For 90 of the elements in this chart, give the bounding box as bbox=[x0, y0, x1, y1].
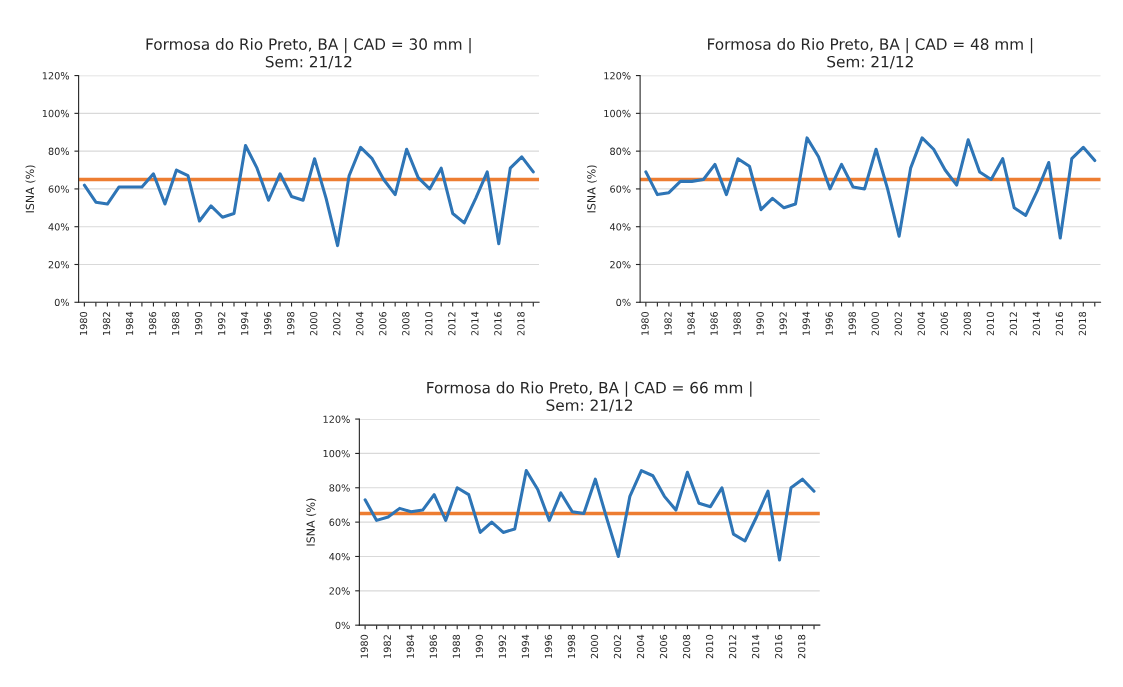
y-tick-label: 0% bbox=[335, 621, 350, 629]
chart-title: Formosa do Rio Preto, BA | CAD = 48 mm | Sem: 21/12 bbox=[708, 38, 1033, 69]
x-tick-label: 1986 bbox=[429, 634, 437, 658]
x-tick-label: 2000 bbox=[871, 311, 879, 336]
x-tick-label: 1982 bbox=[383, 635, 391, 658]
x-tick-label: 2008 bbox=[963, 311, 971, 336]
x-tick-label: 2004 bbox=[917, 311, 925, 336]
x-tick-label: 1996 bbox=[825, 311, 833, 335]
y-tick-label: 40% bbox=[329, 552, 350, 561]
y-tick-label: 80% bbox=[610, 147, 631, 155]
x-tick-label: 1982 bbox=[664, 312, 672, 335]
x-tick-label: 2018 bbox=[797, 634, 806, 659]
y-tick-label: 40% bbox=[48, 223, 70, 231]
x-tick-label: 2016 bbox=[774, 634, 783, 659]
x-tick-label: 2014 bbox=[1032, 311, 1041, 336]
x-tick-label: 1998 bbox=[567, 634, 576, 658]
x-tick-label: 1992 bbox=[217, 312, 226, 335]
y-tick-label: 0% bbox=[616, 298, 631, 307]
x-tick-label: 2010 bbox=[425, 311, 433, 336]
chart-title: Formosa do Rio Preto, BA | CAD = 30 mm | Sem: 21/12 bbox=[146, 38, 471, 69]
x-tick-label: 1994 bbox=[240, 311, 249, 335]
x-tick-label: 1992 bbox=[498, 635, 507, 658]
x-tick-label: 2002 bbox=[613, 635, 622, 659]
y-tick-label: 60% bbox=[329, 518, 350, 526]
x-tick-label: 2008 bbox=[682, 634, 691, 659]
x-tick-label: 1980 bbox=[360, 634, 368, 658]
x-tick-label: 1982 bbox=[102, 312, 111, 335]
y-tick-label: 100% bbox=[323, 449, 350, 458]
y-tick-label: 100% bbox=[604, 109, 631, 118]
y-tick-label: 80% bbox=[48, 147, 70, 155]
x-tick-label: 1980 bbox=[641, 311, 649, 335]
y-tick-label: 40% bbox=[609, 223, 631, 231]
y-tick-label: 120% bbox=[604, 72, 631, 80]
x-tick-label: 2018 bbox=[517, 311, 525, 336]
y-tick-label: 120% bbox=[323, 415, 350, 423]
x-tick-label: 1984 bbox=[125, 311, 134, 335]
x-tick-label: 1988 bbox=[171, 311, 180, 335]
x-tick-label: 2006 bbox=[379, 311, 387, 336]
y-tick-label: 20% bbox=[329, 587, 350, 595]
y-tick-label: 120% bbox=[42, 72, 70, 80]
x-tick-label: 2014 bbox=[471, 311, 479, 336]
x-tick-label: 2012 bbox=[1009, 312, 1018, 336]
x-tick-label: 2016 bbox=[1055, 311, 1064, 336]
y-tick-label: 60% bbox=[48, 185, 70, 193]
y-axis-title: ISNA (%) bbox=[25, 165, 36, 213]
x-tick-label: 2018 bbox=[1078, 311, 1087, 336]
x-tick-label: 1994 bbox=[521, 634, 530, 658]
x-tick-label: 2002 bbox=[894, 312, 902, 336]
y-tick-label: 80% bbox=[329, 484, 350, 492]
x-tick-label: 2006 bbox=[940, 311, 948, 336]
x-tick-label: 2012 bbox=[448, 312, 456, 336]
x-tick-label: 2002 bbox=[333, 312, 341, 336]
x-tick-label: 1984 bbox=[406, 634, 414, 658]
x-tick-label: 1988 bbox=[733, 311, 741, 335]
x-tick-label: 1998 bbox=[848, 311, 856, 335]
x-tick-label: 2010 bbox=[986, 311, 995, 336]
x-tick-label: 1990 bbox=[194, 311, 203, 335]
x-tick-label: 1984 bbox=[687, 311, 695, 335]
x-tick-label: 2004 bbox=[636, 634, 645, 659]
x-tick-label: 1996 bbox=[264, 311, 272, 335]
y-axis-title: ISNA (%) bbox=[586, 165, 597, 213]
x-tick-label: 1994 bbox=[802, 311, 810, 335]
y-tick-label: 100% bbox=[42, 109, 70, 118]
x-tick-label: 1990 bbox=[756, 311, 764, 335]
x-tick-label: 2008 bbox=[402, 311, 410, 336]
y-tick-label: 20% bbox=[610, 260, 631, 269]
x-tick-label: 2010 bbox=[705, 634, 714, 659]
line-series bbox=[82, 143, 535, 248]
x-tick-label: 1992 bbox=[779, 312, 787, 335]
x-tick-label: 1986 bbox=[710, 311, 718, 335]
x-tick-label: 2014 bbox=[751, 634, 760, 659]
x-tick-label: 1980 bbox=[79, 311, 88, 335]
x-tick-label: 1986 bbox=[148, 311, 157, 335]
y-axis-title: ISNA (%) bbox=[306, 498, 317, 546]
x-tick-label: 1998 bbox=[287, 311, 295, 335]
x-tick-label: 2004 bbox=[356, 311, 364, 336]
x-tick-label: 1988 bbox=[452, 634, 461, 658]
y-tick-label: 20% bbox=[48, 260, 70, 269]
x-tick-label: 2006 bbox=[659, 634, 668, 659]
x-tick-label: 2000 bbox=[590, 634, 599, 659]
line-series bbox=[644, 136, 1097, 240]
x-tick-label: 2016 bbox=[494, 311, 502, 336]
x-tick-label: 1990 bbox=[475, 634, 484, 658]
line-series bbox=[363, 469, 816, 562]
y-tick-label: 0% bbox=[54, 298, 70, 307]
y-tick-label: 60% bbox=[610, 185, 631, 193]
x-tick-label: 2012 bbox=[728, 635, 737, 659]
chart-title: Formosa do Rio Preto, BA | CAD = 66 mm | Sem: 21/12 bbox=[427, 381, 752, 413]
x-tick-label: 2000 bbox=[310, 311, 318, 336]
x-tick-label: 1996 bbox=[544, 634, 553, 658]
